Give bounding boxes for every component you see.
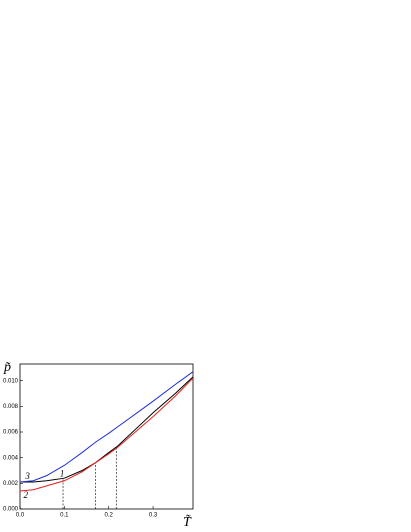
y-tick-label: 0.006 xyxy=(3,430,19,436)
y-tick-label: 0.002 xyxy=(3,481,19,487)
line-series xyxy=(20,376,194,483)
plot-frame xyxy=(19,363,194,510)
series-label: 1 xyxy=(60,468,65,478)
y-tick-label: 0.010 xyxy=(3,378,19,384)
y-tick-label: 0.000 xyxy=(3,507,19,513)
series-label: 3 xyxy=(24,471,30,481)
x-tick-label: 0.3 xyxy=(149,513,158,519)
x-tick-label: 0.0 xyxy=(16,513,25,519)
x-axis-label: T̃ xyxy=(183,514,192,530)
line-series xyxy=(19,377,194,492)
y-axis-label: p̃ xyxy=(3,360,11,375)
y-tick-label: 0.008 xyxy=(3,404,19,410)
x-tick-label: 0.2 xyxy=(105,513,114,519)
y-tick-label: 0.004 xyxy=(3,455,19,461)
series-label: 2 xyxy=(24,490,29,500)
line-series xyxy=(19,371,194,483)
x-tick-label: 0.1 xyxy=(60,513,69,519)
